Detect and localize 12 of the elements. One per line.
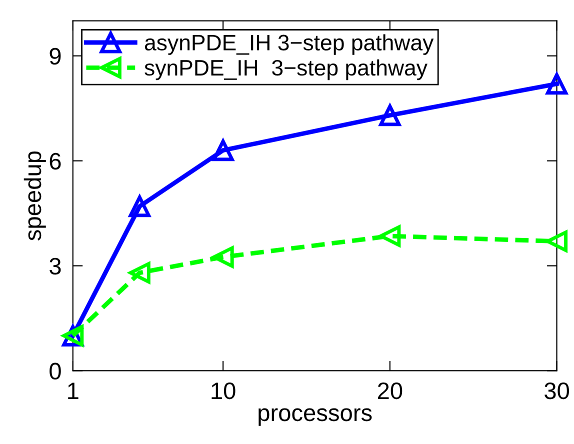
x-axis-title: processors [258,408,372,426]
y-tick-label: 3 [50,258,61,275]
x-tick-label: 20 [378,382,402,400]
x-tick-label: 30 [544,382,569,400]
y-tick-label: 6 [50,152,61,170]
y-tick-label: 0 [50,362,61,380]
legend-label: asynPDE_IH 3−step pathway [144,34,434,55]
x-tick-label: 10 [212,382,236,400]
legend-label: synPDE_IH 3−step pathway [144,59,428,80]
y-axis-title: speedup [24,151,46,240]
y-tick-label: 9 [50,48,61,65]
x-tick-label: 1 [68,382,78,399]
